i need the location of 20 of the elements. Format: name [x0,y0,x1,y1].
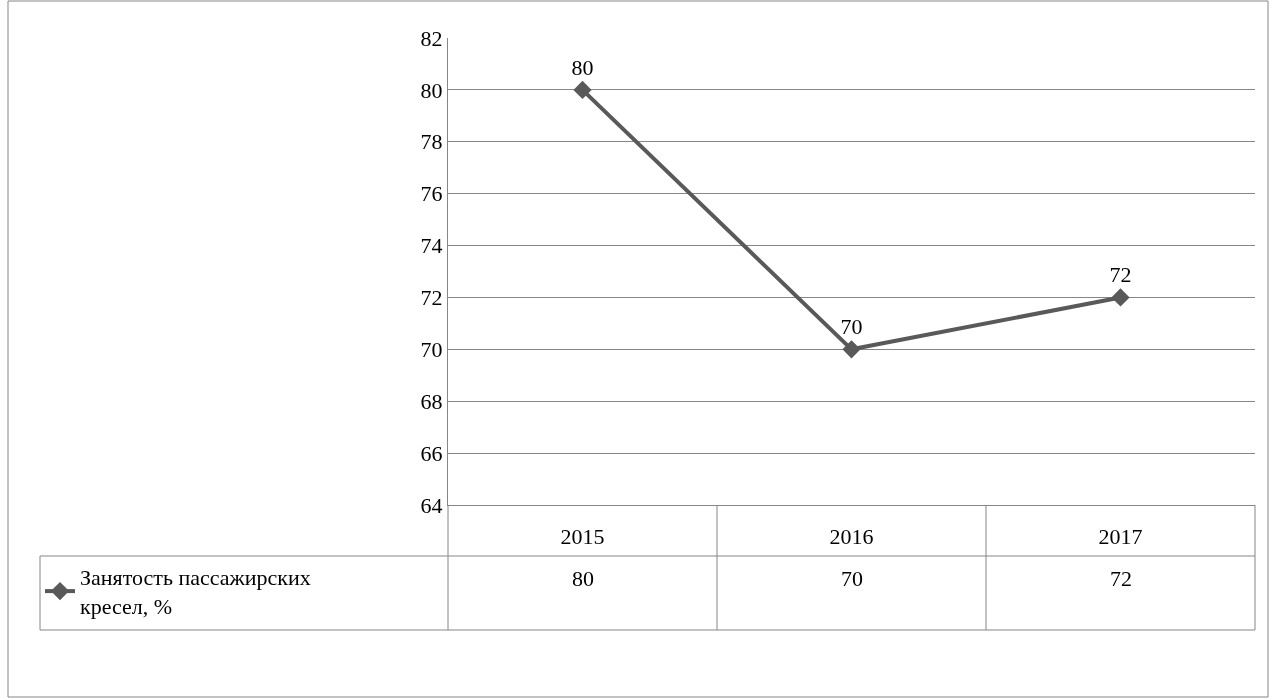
y-tick-label: 76 [420,181,443,207]
y-tick-label: 78 [420,129,443,155]
x-tick-label: 2015 [560,524,605,550]
annotation: 72 [1109,262,1132,288]
legend-label: Занятость пассажирских кресел, % [80,565,311,619]
y-tick-label: 70 [420,337,443,363]
x-tick-label: 2016 [829,524,874,550]
data-label: 72 [1110,566,1132,591]
y-tick-label: 66 [420,440,443,466]
y-tick-label: 80 [420,77,443,103]
y-tick-label: 64 [420,492,443,518]
y-tick-label: 74 [420,233,443,259]
x-tick-label: 2017 [1098,524,1143,550]
y-tick-label: 72 [420,285,443,311]
data-label: 70 [841,566,863,591]
data-label: 80 [572,566,594,591]
y-tick-label: 82 [420,25,443,51]
y-tick-label: 68 [420,388,443,414]
annotation: 80 [571,54,594,80]
annotation: 70 [840,314,863,340]
